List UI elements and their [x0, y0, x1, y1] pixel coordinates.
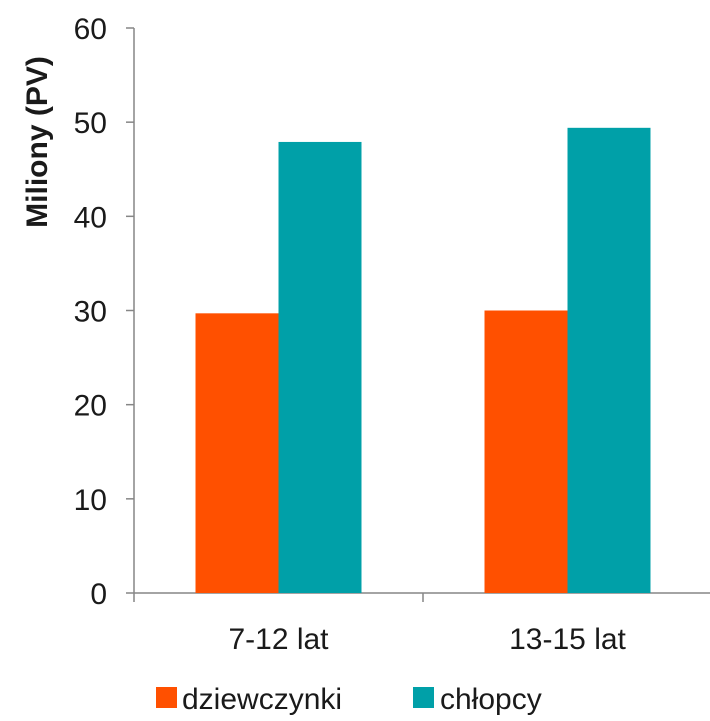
- y-tick-label: 60: [74, 13, 107, 46]
- legend-label: chłopcy: [440, 683, 542, 716]
- bar-dziewczynki-7-12 lat: [195, 313, 279, 593]
- x-tick-label: 7-12 lat: [228, 623, 329, 656]
- bar-chłopcy-7-12 lat: [278, 141, 362, 594]
- legend-swatch-chłopcy: [413, 687, 434, 708]
- bar-dziewczynki-13-15 lat: [484, 310, 568, 593]
- legend-swatch-dziewczynki: [156, 687, 177, 708]
- y-tick-label: 20: [74, 390, 107, 423]
- y-tick-label: 50: [74, 107, 107, 140]
- y-axis: 0 10 20 30 40 50 60: [74, 13, 135, 611]
- bars: [195, 127, 651, 594]
- y-tick-label: 30: [74, 296, 107, 329]
- bar-chłopcy-13-15 lat: [567, 127, 651, 594]
- y-tick-label: 40: [74, 201, 107, 234]
- y-tick-label: 0: [90, 578, 107, 611]
- y-axis-label: Miliony (PV): [21, 56, 54, 228]
- x-axis: 7-12 lat 13-15 lat: [133, 592, 710, 656]
- y-tick-label: 10: [74, 484, 107, 517]
- legend-label: dziewczynki: [182, 683, 342, 716]
- x-tick-label: 13-15 lat: [509, 623, 626, 656]
- legend: dziewczynki chłopcy: [156, 683, 542, 716]
